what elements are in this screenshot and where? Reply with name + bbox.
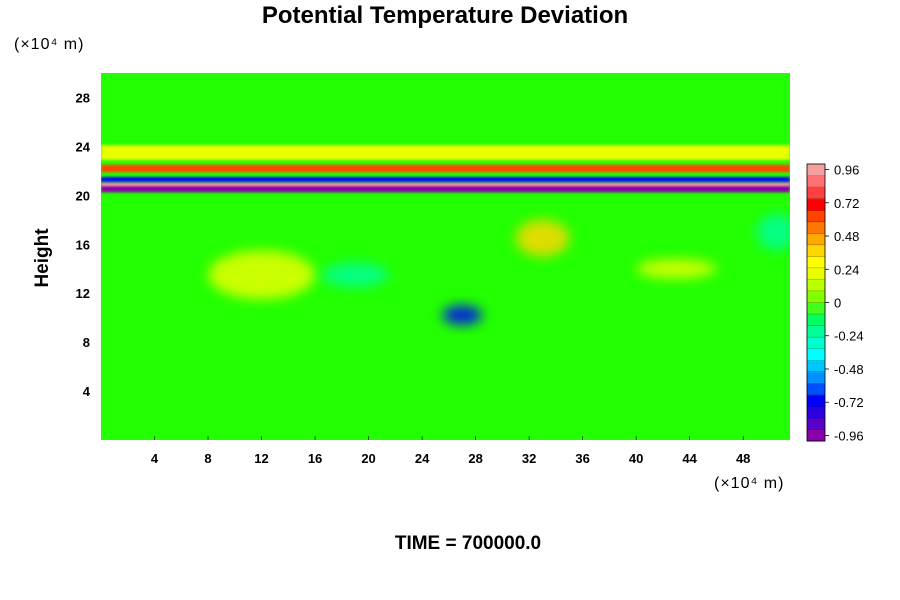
y-tick-label: 28 (76, 90, 90, 105)
heatmap-blob (756, 213, 790, 251)
colorbar-segment (807, 210, 825, 223)
colorbar-ticks: 0.96 0.72 0.48 0.24 0 -0.24 -0.48 -0.72 -0.96 (825, 163, 864, 443)
heatmap-band (101, 182, 790, 187)
colorbar-tick-label: -0.96 (834, 428, 864, 443)
colorbar-segment (807, 429, 825, 442)
colorbar (806, 163, 826, 442)
x-tick-label: 28 (468, 451, 482, 466)
heatmap-band (101, 176, 790, 182)
y-axis-label: Height (32, 228, 53, 288)
heatmap-blob (636, 258, 717, 279)
colorbar-segment (807, 164, 825, 177)
heatmap-blob (208, 250, 316, 300)
heatmap-blob (321, 262, 389, 288)
x-tick-label: 48 (736, 451, 750, 466)
colorbar-segment (807, 314, 825, 327)
colorbar-segment (807, 244, 825, 257)
colorbar-segment (807, 175, 825, 188)
time-label: TIME = 700000.0 (395, 533, 541, 554)
colorbar-segment (807, 406, 825, 419)
x-tick-label: 8 (204, 451, 211, 466)
x-tick-label: 44 (682, 451, 697, 466)
colorbar-segment (807, 233, 825, 246)
y-tick-label: 4 (83, 384, 91, 399)
colorbar-tick-label: 0 (834, 296, 841, 311)
colorbar-tick-label: 0.96 (834, 163, 859, 178)
colorbar-segment (807, 371, 825, 384)
heatmap-area (101, 73, 790, 440)
colorbar-segment (807, 187, 825, 200)
colorbar-segment (807, 279, 825, 292)
y-tick-label: 24 (76, 139, 91, 154)
colorbar-segment (807, 383, 825, 396)
x-tick-label: 20 (361, 451, 375, 466)
x-axis-ticks: 4 8 12 16 20 24 28 32 36 40 44 48 (151, 436, 750, 466)
x-tick-label: 16 (308, 451, 322, 466)
colorbar-tick-label: 0.72 (834, 196, 859, 211)
colorbar-segment (807, 417, 825, 430)
colorbar-segment (807, 267, 825, 280)
y-tick-label: 12 (76, 286, 90, 301)
heatmap-band (101, 164, 790, 173)
x-tick-label: 36 (575, 451, 589, 466)
x-tick-label: 12 (254, 451, 268, 466)
x-tick-label: 24 (415, 451, 430, 466)
colorbar-segment (807, 348, 825, 361)
x-unit-label: (×10⁴ m) (714, 475, 784, 492)
colorbar-segment (807, 325, 825, 338)
x-tick-label: 32 (522, 451, 536, 466)
colorbar-segment (807, 337, 825, 350)
y-tick-label: 20 (76, 188, 90, 203)
colorbar-segment (807, 302, 825, 315)
heatmap-background (101, 73, 790, 440)
heatmap-band (101, 183, 790, 193)
colorbar-tick-label: 0.48 (834, 229, 859, 244)
colorbar-tick-label: -0.48 (834, 362, 864, 377)
heatmap-blob (442, 305, 483, 326)
y-unit-label: (×10⁴ m) (14, 36, 84, 53)
colorbar-segment (807, 256, 825, 269)
colorbar-segment (807, 394, 825, 407)
colorbar-tick-label: 0.24 (834, 262, 859, 277)
y-tick-label: 16 (76, 237, 90, 252)
y-tick-label: 8 (83, 335, 90, 350)
x-tick-label: 4 (151, 451, 159, 466)
colorbar-tick-label: -0.72 (834, 395, 864, 410)
heatmap-blob (515, 219, 570, 257)
heatmap-band (101, 145, 790, 160)
y-axis-ticks: 4 8 12 16 20 24 28 (76, 90, 91, 399)
colorbar-segment (807, 290, 825, 303)
colorbar-segment (807, 198, 825, 211)
colorbar-segment (807, 221, 825, 234)
colorbar-segment (807, 360, 825, 373)
chart-title: Potential Temperature Deviation (262, 2, 628, 29)
colorbar-tick-label: -0.24 (834, 329, 864, 344)
x-tick-label: 40 (629, 451, 643, 466)
